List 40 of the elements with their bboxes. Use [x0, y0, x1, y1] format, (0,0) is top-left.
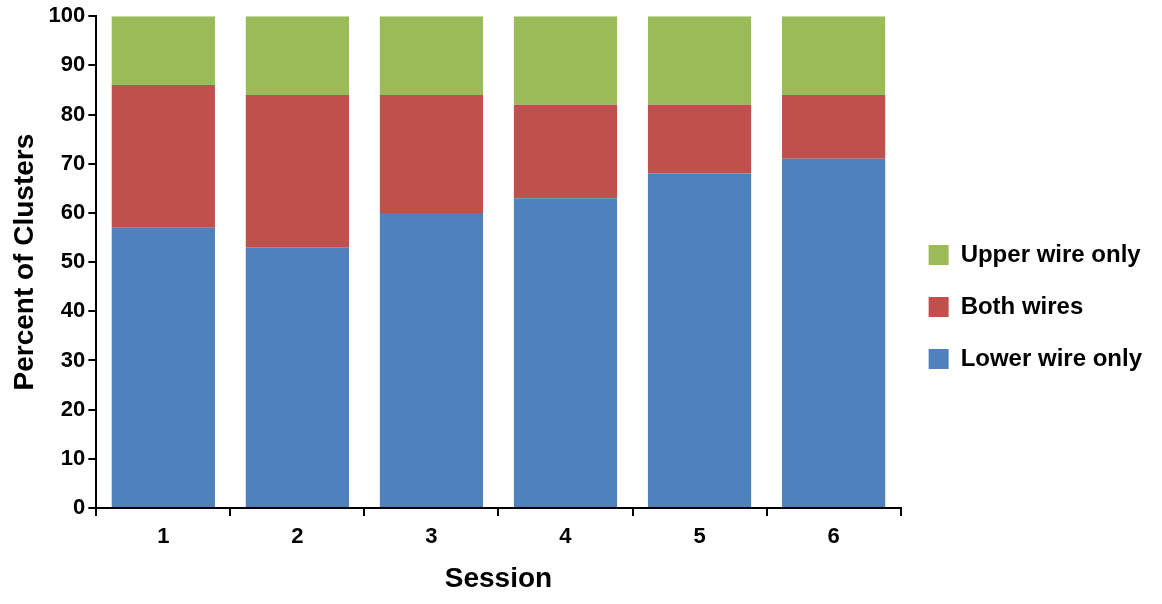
bar — [379, 16, 484, 95]
bar — [111, 16, 215, 86]
y-tick-label: 0 — [73, 494, 86, 520]
bar — [647, 173, 752, 507]
bar — [111, 85, 215, 228]
bar — [781, 94, 886, 159]
x-tick-label: 5 — [693, 523, 706, 549]
y-tick-label: 90 — [60, 51, 86, 77]
y-tick-label: 20 — [60, 395, 86, 421]
bar — [245, 16, 349, 95]
legend-label: Lower wire only — [960, 343, 1143, 371]
y-tick-label: 100 — [48, 2, 86, 28]
bar — [245, 247, 349, 507]
bar — [647, 104, 752, 174]
bar — [111, 227, 215, 507]
y-tick-label: 30 — [60, 346, 86, 372]
bar — [647, 16, 752, 105]
y-tick-label: 40 — [60, 297, 86, 323]
y-tick-label: 60 — [60, 198, 86, 224]
y-tick-label: 50 — [60, 248, 86, 274]
bar — [513, 104, 618, 199]
bar — [781, 158, 886, 507]
y-tick-label: 10 — [60, 444, 86, 470]
bar — [245, 94, 349, 248]
legend-label: Both wires — [960, 291, 1084, 319]
y-tick-label: 80 — [60, 100, 86, 126]
x-tick-label: 4 — [559, 523, 573, 549]
x-tick-label: 6 — [827, 523, 840, 549]
bar — [513, 16, 618, 105]
x-axis-title: Session — [444, 561, 553, 593]
x-tick-label: 1 — [157, 523, 170, 549]
x-tick-label: 3 — [425, 523, 438, 549]
bar — [379, 94, 484, 213]
bar — [379, 212, 484, 507]
x-tick-label: 2 — [291, 523, 304, 549]
legend-label: Upper wire only — [960, 239, 1142, 267]
bar — [513, 198, 618, 507]
y-axis-title: Percent of Clusters — [7, 133, 39, 391]
bar — [781, 16, 886, 95]
y-tick-label: 70 — [60, 149, 86, 175]
